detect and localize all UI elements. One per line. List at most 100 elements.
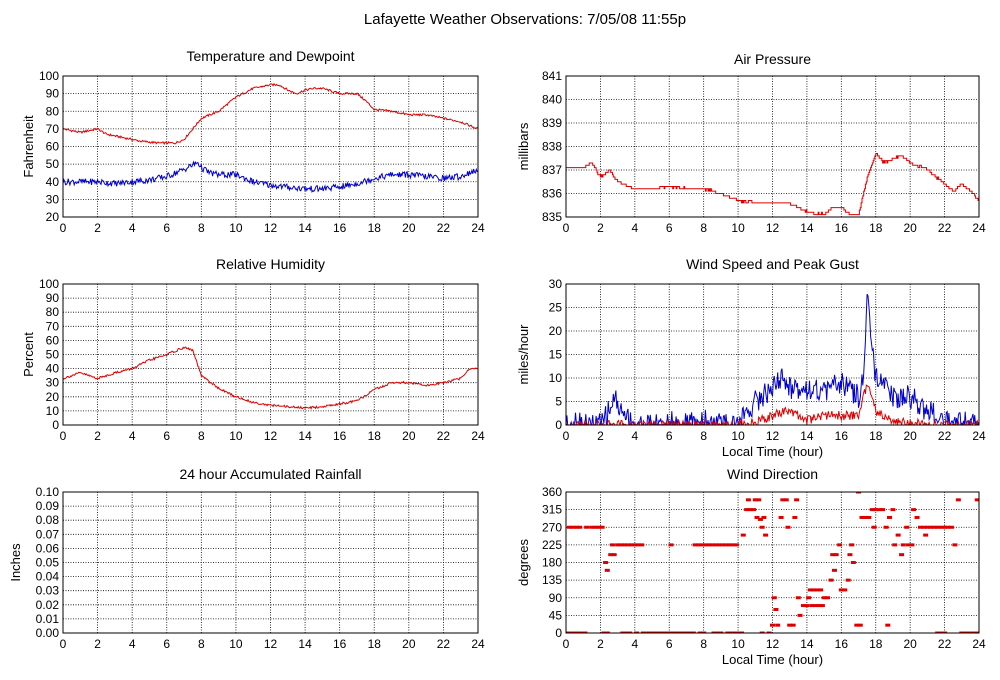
direction-point bbox=[726, 543, 732, 547]
x-tick-label: 22 bbox=[437, 221, 451, 235]
direction-point bbox=[837, 543, 843, 547]
direction-points bbox=[566, 492, 979, 633]
y-tick-label: 20 bbox=[46, 210, 60, 224]
direction-point bbox=[609, 543, 615, 547]
direction-point bbox=[732, 631, 738, 633]
direction-point bbox=[759, 631, 765, 633]
direction-grid bbox=[566, 492, 979, 633]
direction-point bbox=[976, 631, 979, 633]
direction-point bbox=[873, 508, 879, 512]
direction-point bbox=[752, 498, 758, 502]
temp-title: Temperature and Dewpoint bbox=[186, 48, 354, 64]
direction-point bbox=[759, 525, 765, 529]
y-tick-label: 0 bbox=[52, 418, 59, 432]
direction-point bbox=[713, 543, 719, 547]
pressure-y-axis-label: millibars bbox=[516, 122, 531, 170]
x-tick-label: 0 bbox=[563, 221, 570, 235]
y-tick-label: 0.07 bbox=[36, 527, 60, 541]
direction-point bbox=[819, 604, 825, 608]
direction-point bbox=[690, 631, 696, 633]
direction-point bbox=[718, 631, 724, 633]
direction-point bbox=[938, 525, 944, 529]
x-tick-label: 20 bbox=[402, 429, 416, 443]
y-tick-label: 840 bbox=[542, 93, 562, 107]
y-tick-label: 10 bbox=[549, 371, 563, 385]
x-tick-label: 6 bbox=[666, 429, 673, 443]
y-tick-label: 20 bbox=[46, 390, 60, 404]
x-tick-label: 20 bbox=[903, 637, 917, 651]
x-tick-label: 18 bbox=[869, 429, 883, 443]
x-tick-label: 10 bbox=[731, 637, 745, 651]
direction-point bbox=[677, 631, 683, 633]
y-tick-label: 80 bbox=[46, 305, 60, 319]
temp-series-line bbox=[63, 160, 478, 193]
direction-point bbox=[900, 543, 906, 547]
page-title: Lafayette Weather Observations: 7/05/08 … bbox=[364, 11, 686, 28]
x-tick-label: 8 bbox=[700, 637, 707, 651]
direction-point bbox=[838, 588, 844, 592]
direction-point bbox=[923, 533, 929, 537]
temp-series-line bbox=[63, 82, 478, 146]
x-tick-label: 0 bbox=[60, 429, 67, 443]
direction-point bbox=[709, 543, 715, 547]
direction-point bbox=[577, 525, 583, 529]
direction-point bbox=[974, 498, 979, 502]
direction-point bbox=[611, 553, 617, 557]
direction-point bbox=[733, 543, 739, 547]
direction-point bbox=[787, 623, 793, 627]
direction-title: Wind Direction bbox=[727, 466, 818, 482]
x-tick-label: 10 bbox=[731, 429, 745, 443]
direction-point bbox=[744, 508, 750, 512]
x-tick-label: 10 bbox=[229, 221, 243, 235]
direction-point bbox=[928, 525, 934, 529]
x-tick-label: 20 bbox=[402, 637, 416, 651]
x-tick-label: 22 bbox=[938, 429, 952, 443]
direction-point bbox=[921, 525, 927, 529]
direction-point bbox=[639, 543, 645, 547]
y-tick-label: 837 bbox=[542, 163, 562, 177]
humidity-grid bbox=[63, 284, 478, 425]
direction-point bbox=[854, 623, 860, 627]
rain-grid bbox=[63, 492, 478, 633]
y-tick-label: 60 bbox=[46, 333, 60, 347]
direction-point bbox=[751, 508, 757, 512]
x-tick-label: 18 bbox=[368, 221, 382, 235]
direction-point bbox=[778, 515, 784, 519]
direction-point bbox=[728, 631, 734, 633]
y-tick-label: 30 bbox=[46, 376, 60, 390]
y-tick-label: 60 bbox=[46, 140, 60, 154]
direction-point bbox=[885, 623, 891, 627]
direction-point bbox=[635, 543, 641, 547]
direction-point bbox=[747, 508, 753, 512]
direction-x-axis-label: Local Time (hour) bbox=[722, 652, 823, 667]
direction-point bbox=[948, 525, 954, 529]
y-tick-label: 180 bbox=[542, 556, 562, 570]
direction-point bbox=[833, 553, 839, 557]
direction-point bbox=[628, 543, 634, 547]
direction-point bbox=[740, 533, 746, 537]
x-tick-label: 4 bbox=[129, 637, 136, 651]
direction-point bbox=[575, 631, 581, 633]
y-tick-label: 25 bbox=[549, 301, 563, 315]
direction-point bbox=[821, 596, 827, 600]
x-tick-label: 22 bbox=[437, 429, 451, 443]
direction-point bbox=[955, 498, 961, 502]
direction-point bbox=[692, 543, 698, 547]
direction-point bbox=[966, 631, 972, 633]
direction-point bbox=[702, 543, 708, 547]
direction-point bbox=[899, 553, 905, 557]
y-tick-label: 838 bbox=[542, 140, 562, 154]
direction-point bbox=[850, 561, 856, 564]
direction-point bbox=[673, 631, 679, 633]
direction-point bbox=[905, 543, 911, 547]
x-tick-label: 20 bbox=[903, 221, 917, 235]
x-tick-label: 10 bbox=[229, 637, 243, 651]
direction-point bbox=[711, 631, 717, 633]
direction-point bbox=[952, 543, 958, 547]
y-tick-label: 225 bbox=[542, 538, 562, 552]
direction-point bbox=[596, 525, 602, 529]
